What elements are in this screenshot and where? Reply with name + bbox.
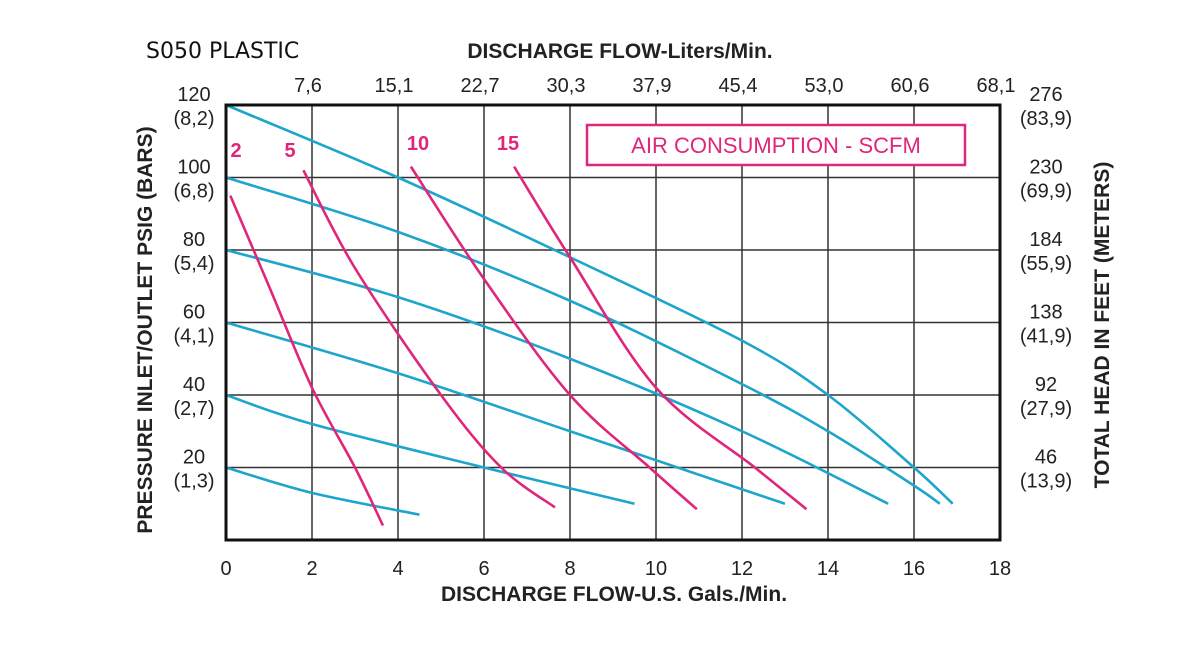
y2-tick-meters: (41,9)	[1020, 326, 1072, 348]
x-tick-label: 2	[306, 558, 317, 580]
scfm-label: 10	[407, 133, 429, 155]
y-tick-bar: (1,3)	[173, 471, 214, 493]
x2-tick-label: 15,1	[375, 75, 414, 97]
y2-tick-meters: (69,9)	[1020, 181, 1072, 203]
y-tick-bar: (8,2)	[173, 108, 214, 130]
pressure-curve-60psi	[225, 321, 786, 505]
x-tick-label: 18	[989, 558, 1011, 580]
y2-tick-feet: 46	[1035, 447, 1057, 469]
right-axis-title: TOTAL HEAD IN FEET (METERS)	[1091, 162, 1114, 489]
x-tick-label: 12	[731, 558, 753, 580]
air-consumption-curve-15scfm	[512, 165, 808, 511]
legend-box	[585, 123, 967, 167]
x2-tick-label: 22,7	[461, 75, 500, 97]
pressure-curve-120psi	[225, 103, 954, 505]
x2-tick-label: 60,6	[891, 75, 930, 97]
y-tick-psi: 60	[183, 302, 205, 324]
y2-tick-feet: 230	[1029, 157, 1062, 179]
y-tick-psi: 20	[183, 447, 205, 469]
x-tick-label: 6	[478, 558, 489, 580]
y-tick-bar: (4,1)	[173, 326, 214, 348]
air-consumption-curve-5scfm	[302, 169, 556, 509]
air-consumption-curve-2scfm	[229, 195, 385, 527]
y-tick-bar: (2,7)	[173, 398, 214, 420]
y-tick-bar: (6,8)	[173, 181, 214, 203]
bottom-axis-title: DISCHARGE FLOW-U.S. Gals./Min.	[441, 583, 787, 606]
y2-tick-feet: 276	[1029, 84, 1062, 106]
x2-tick-label: 53,0	[805, 75, 844, 97]
x2-tick-label: 30,3	[547, 75, 586, 97]
x-tick-label: 4	[392, 558, 403, 580]
y-tick-psi: 40	[183, 374, 205, 396]
y2-tick-meters: (13,9)	[1020, 471, 1072, 493]
scfm-label: 5	[284, 140, 295, 162]
x-tick-label: 16	[903, 558, 925, 580]
pressure-curve-40psi	[225, 393, 635, 506]
y2-tick-feet: 184	[1029, 229, 1062, 251]
y-tick-psi: 100	[177, 157, 210, 179]
y2-tick-feet: 92	[1035, 374, 1057, 396]
y-tick-bar: (5,4)	[173, 253, 214, 275]
air-consumption-curve-10scfm	[409, 165, 698, 511]
y2-tick-feet: 138	[1029, 302, 1062, 324]
y2-tick-meters: (83,9)	[1020, 108, 1072, 130]
legend-text: AIR CONSUMPTION - SCFM	[631, 133, 921, 158]
pressure-curve-20psi	[225, 466, 420, 516]
x-tick-label: 14	[817, 558, 839, 580]
x-tick-label: 10	[645, 558, 667, 580]
x2-tick-label: 45,4	[719, 75, 758, 97]
top-axis-title: DISCHARGE FLOW-Liters/Min.	[467, 40, 772, 63]
scfm-label: 2	[230, 140, 241, 162]
left-axis-title: PRESSURE INLET/OUTLET PSIG (BARS)	[134, 126, 157, 533]
pressure-curve-100psi	[225, 176, 941, 505]
x-tick-label: 8	[564, 558, 575, 580]
x2-tick-label: 37,9	[633, 75, 672, 97]
chart-title: S050 PLASTIC	[146, 39, 299, 64]
x2-tick-label: 7,6	[294, 75, 322, 97]
plot-frame	[224, 103, 1002, 542]
y-tick-psi: 80	[183, 229, 205, 251]
y-tick-psi: 120	[177, 84, 210, 106]
x2-tick-label: 68,1	[977, 75, 1016, 97]
scfm-label: 15	[497, 133, 519, 155]
pressure-curve-80psi	[225, 248, 889, 505]
y2-tick-meters: (27,9)	[1020, 398, 1072, 420]
y2-tick-meters: (55,9)	[1020, 253, 1072, 275]
x-tick-label: 0	[220, 558, 231, 580]
